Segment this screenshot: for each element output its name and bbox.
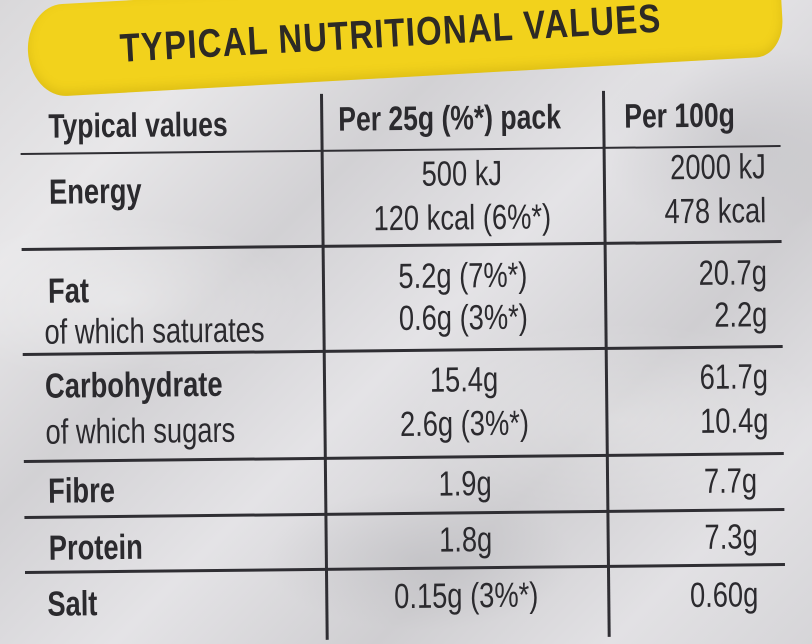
- fat-100g: 20.7g: [698, 253, 768, 293]
- column-divider-1: [320, 93, 329, 640]
- energy-100g-kj: 2000 kJ: [669, 147, 766, 188]
- title-banner: TYPICAL NUTRITIONAL VALUES: [25, 0, 785, 98]
- header-typical-values: Typical values: [48, 105, 228, 146]
- header-per-100g: Per 100g: [624, 96, 736, 136]
- carbohydrate-label: Carbohydrate: [44, 364, 223, 406]
- column-divider-2: [601, 90, 611, 637]
- fibre-pack: 1.9g: [438, 464, 492, 504]
- header-per-pack: Per 25g (%*) pack: [338, 98, 562, 139]
- sugars-pack: 2.6g (3%*): [399, 403, 530, 445]
- nutrition-table: Typical values Per 25g (%*) pack Per 100…: [20, 87, 812, 644]
- salt-pack: 0.15g (3%*): [393, 575, 539, 617]
- saturates-label: of which saturates: [44, 310, 265, 352]
- salt-100g: 0.60g: [689, 575, 759, 616]
- sugars-100g: 10.4g: [699, 401, 769, 441]
- energy-pack-kj: 500 kJ: [421, 153, 503, 194]
- row-divider-energy: [21, 240, 782, 251]
- protein-label: Protein: [48, 527, 143, 568]
- saturates-pack: 0.6g (3%*): [398, 297, 529, 339]
- protein-pack: 1.8g: [438, 520, 493, 560]
- energy-pack-kcal: 120 kcal (6%*): [373, 197, 552, 239]
- energy-label: Energy: [48, 171, 142, 212]
- carbohydrate-pack: 15.4g: [429, 360, 499, 400]
- fibre-label: Fibre: [47, 471, 116, 511]
- fat-label: Fat: [47, 271, 90, 311]
- energy-100g-kcal: 478 kcal: [664, 191, 767, 232]
- carbohydrate-100g: 61.7g: [699, 357, 769, 397]
- salt-label: Salt: [47, 584, 98, 624]
- protein-100g: 7.3g: [704, 517, 758, 557]
- fat-pack: 5.2g (7%*): [398, 255, 528, 297]
- saturates-100g: 2.2g: [714, 295, 768, 335]
- fibre-100g: 7.7g: [703, 461, 758, 501]
- sugars-label: of which sugars: [45, 410, 236, 452]
